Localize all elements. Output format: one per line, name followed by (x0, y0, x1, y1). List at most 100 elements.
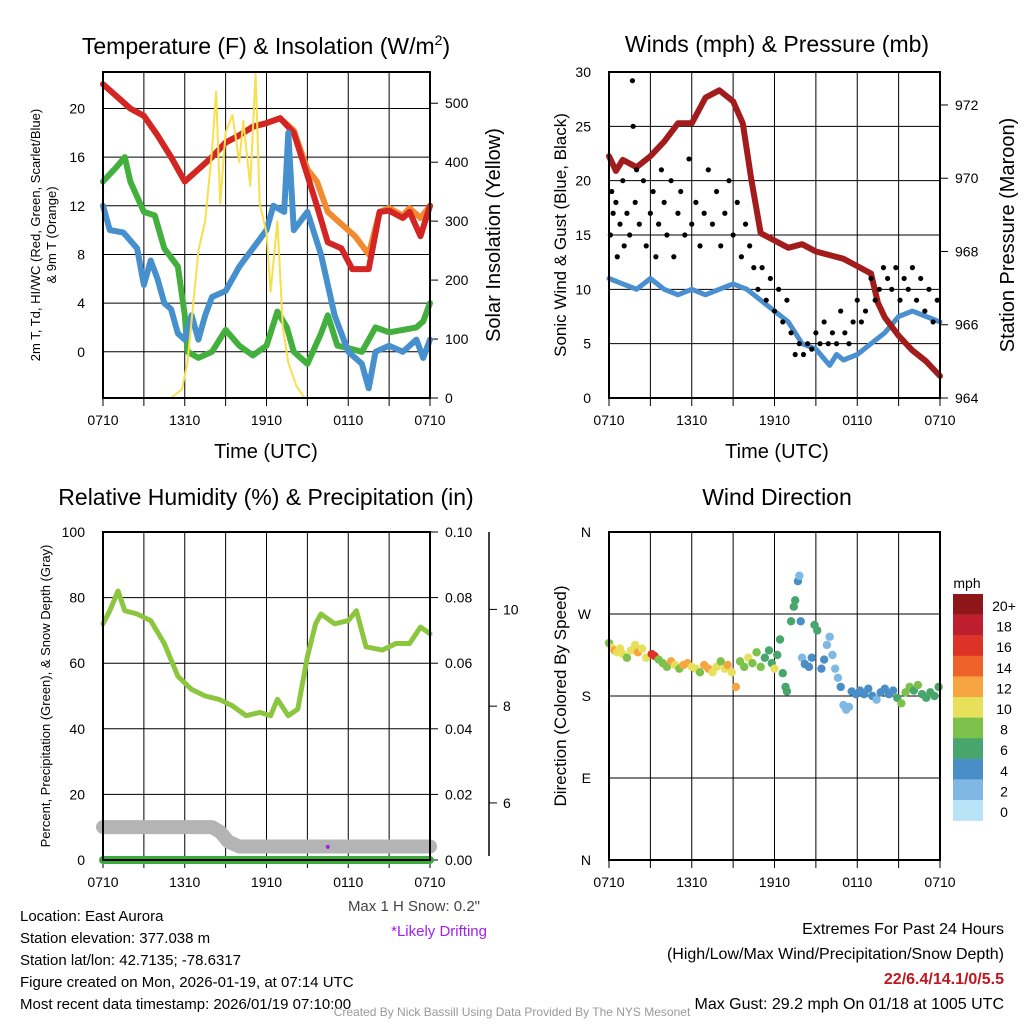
gust-point (629, 78, 636, 84)
gust-point (909, 265, 916, 271)
gust-point (675, 210, 681, 216)
gust-point (926, 286, 932, 292)
gust-point (780, 319, 786, 325)
wind-direction-point (819, 655, 829, 664)
colorbar-swatch (953, 655, 983, 677)
colorbar-swatch (953, 635, 983, 656)
series-relative-humidity (100, 588, 433, 719)
gust-point (813, 330, 819, 336)
gust-point (854, 297, 860, 303)
colorbar-label: 4 (1000, 763, 1008, 779)
winds-y2-tick-label: 972 (955, 97, 979, 113)
gust-point (738, 254, 745, 260)
winds-y2-tick-label: 966 (955, 317, 979, 333)
winds-y-tick-label: 30 (575, 64, 591, 80)
winds-y2-tick-label: 964 (955, 390, 979, 406)
gust-point (722, 210, 728, 216)
colorbar-label: 14 (996, 660, 1012, 676)
winds-y-tick-label: 20 (575, 173, 591, 189)
temp-y-axis-label-2: & 9m T (Orange) (44, 186, 59, 283)
wind-direction-point (864, 684, 873, 693)
rh-y-axis-left: 0 20 40 60 80 100 (62, 524, 430, 868)
colorbar-title: mph (953, 575, 980, 591)
gust-point (730, 232, 736, 238)
gust-point (632, 199, 638, 205)
series-sonic-wind (606, 276, 943, 368)
rh-y-tick-label: 20 (69, 786, 85, 802)
rh-x-tick-label: 1310 (169, 874, 200, 890)
extremes-title: Extremes For Past 24 Hours (802, 921, 1004, 938)
wind-direction-point (622, 653, 632, 662)
winds-x-tick-label: 1310 (676, 412, 707, 428)
gust-point (701, 210, 707, 216)
winds-plot-area: 0710 1310 1910 0110 0710 (593, 72, 956, 428)
colorbar-swatch (953, 800, 983, 821)
gust-point (884, 275, 891, 282)
wind-direction-point (836, 682, 845, 692)
gust-point (796, 341, 802, 347)
winds-y-axis-label: Sonic Wind & Gust (Blue, Black) (551, 113, 570, 357)
gust-point (747, 243, 753, 249)
gust-point (922, 308, 928, 314)
winds-x-tick-label: 0710 (924, 412, 955, 428)
temp-panel-title: Temperature (F) & Insolation (W/m2) (82, 32, 450, 59)
wind-direction-point (817, 664, 826, 673)
gust-point (689, 221, 695, 227)
latlon-text: Station lat/lon: 42.7135; -78.6317 (20, 952, 242, 969)
gust-point (893, 265, 899, 271)
wind-direction-point (631, 640, 640, 650)
snow-depth-tick-label: 10 (503, 601, 519, 617)
rh-x-tick-label: 0710 (87, 874, 118, 890)
colorbar-swatch (953, 738, 983, 759)
gust-point (624, 210, 630, 216)
wind-direction-point (723, 660, 732, 670)
gust-point (934, 297, 940, 303)
gust-point (771, 308, 778, 314)
temp-y2-tick-label: 100 (445, 331, 469, 347)
temp-y2-tick-label: 300 (445, 213, 469, 229)
gust-point (647, 210, 653, 216)
gust-point (643, 243, 649, 249)
wind-direction-point (795, 571, 804, 580)
gust-point (862, 308, 869, 314)
series-snow-depth (96, 820, 437, 854)
wind-dir-y-tick-label: S (582, 688, 591, 704)
gust-point (846, 341, 852, 347)
gust-point (759, 265, 765, 271)
gust-point (930, 319, 936, 325)
wind-dir-y-tick-label: N (581, 852, 591, 868)
wind-direction-point (727, 668, 736, 677)
gust-point (630, 123, 636, 129)
wind-direction-point (930, 691, 939, 701)
temp-x-tick-label: 0710 (87, 412, 118, 428)
colorbar-label: 12 (996, 680, 1012, 696)
wind-direction-point (797, 653, 807, 662)
gust-point (905, 286, 911, 292)
wind-direction-point (789, 602, 799, 611)
gust-point (876, 286, 882, 292)
gust-point (784, 297, 790, 303)
gust-point (880, 265, 887, 271)
wind-dir-x-tick-label: 1310 (676, 874, 707, 890)
credit-text: Created By Nick Bassill Using Data Provi… (333, 1005, 691, 1019)
elevation-text: Station elevation: 377.038 m (20, 930, 211, 947)
winds-x-tick-label: 0710 (593, 412, 624, 428)
recent-data-text: Most recent data timestamp: 2026/01/19 0… (20, 996, 352, 1013)
gust-point (718, 243, 724, 249)
temp-y2-tick-label: 200 (445, 272, 469, 288)
wind-dir-y-axis-label: Direction (Colored By Speed) (551, 585, 570, 806)
wind-direction-point (764, 646, 774, 655)
wind-direction-point (760, 653, 770, 662)
wind-dir-panel-title: Wind Direction (702, 484, 852, 510)
gust-point (668, 178, 674, 184)
wind-direction-point (822, 640, 832, 650)
temp-y-tick-label: 16 (69, 149, 85, 165)
gust-point (833, 341, 840, 347)
temp-y-tick-label: 12 (69, 198, 85, 214)
rh-plot-border (102, 531, 431, 861)
rh-y2-tick-label: 0.02 (445, 786, 472, 802)
wind-direction-point (775, 635, 785, 644)
gust-point (821, 319, 827, 325)
winds-y-tick-label: 15 (575, 227, 591, 243)
winds-y2-axis-label: Station Pressure (Maroon) (997, 118, 1019, 353)
